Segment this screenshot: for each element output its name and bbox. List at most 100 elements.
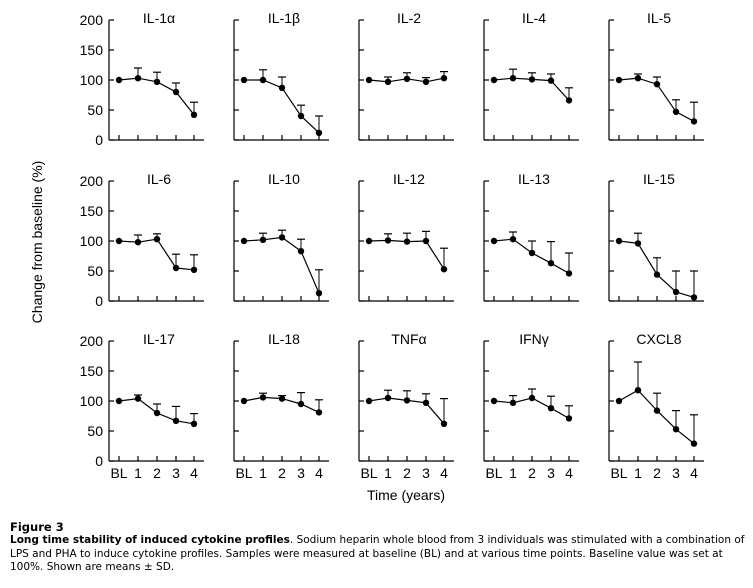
data-point [384, 394, 392, 402]
data-point [115, 397, 123, 405]
data-point [528, 249, 536, 257]
data-point [190, 420, 198, 427]
data-point [297, 112, 305, 120]
data-point [634, 387, 642, 394]
data-point [653, 271, 661, 278]
x-tick-label: 2 [278, 465, 286, 481]
data-point [547, 260, 555, 267]
data-point [403, 238, 411, 245]
x-tick-label: BL [485, 465, 502, 481]
panel-title: IL-17 [143, 331, 175, 347]
data-point [278, 395, 286, 402]
data-point [172, 264, 180, 272]
y-tick-label: 200 [80, 333, 104, 349]
data-point [634, 75, 642, 82]
data-point [565, 415, 573, 422]
data-point [422, 237, 430, 245]
panel-title: IL-13 [518, 171, 550, 187]
figure-label: Figure 3 [10, 520, 64, 534]
data-point [690, 118, 698, 125]
panel-title: TNFα [391, 331, 426, 347]
data-point [403, 397, 411, 404]
x-tick-label: 4 [315, 465, 323, 481]
data-point [615, 397, 623, 405]
data-point [547, 77, 555, 84]
x-tick-label: 4 [565, 465, 573, 481]
y-tick-label: 200 [80, 173, 104, 189]
data-point [634, 240, 642, 247]
x-tick-label: 4 [440, 465, 448, 481]
data-point [153, 236, 161, 243]
data-point [615, 237, 623, 245]
data-point [134, 395, 142, 402]
data-point [153, 409, 161, 417]
y-tick-label: 150 [80, 203, 104, 219]
data-point [115, 76, 123, 84]
panel-title: IL-1β [268, 10, 300, 26]
panel-title: IL-5 [647, 10, 671, 26]
data-point [278, 84, 286, 92]
caption-body: . Sodium heparin whole blood from 3 indi… [10, 534, 745, 574]
data-point [153, 78, 161, 86]
data-point [440, 75, 448, 82]
data-point [440, 266, 448, 273]
x-tick-label: 2 [653, 465, 661, 481]
data-point [297, 248, 305, 255]
data-point [653, 407, 661, 414]
series-line [243, 236, 320, 294]
data-point [547, 405, 555, 412]
x-tick-label: 1 [634, 465, 642, 481]
y-axis-label: Change from baseline (%) [29, 161, 45, 324]
data-point [403, 75, 411, 83]
x-axis-label: Time (years) [367, 487, 445, 503]
data-point [422, 399, 430, 406]
data-point [653, 81, 661, 88]
data-point [259, 394, 267, 401]
panel-title: IL-1α [143, 10, 175, 26]
y-tick-label: 200 [80, 12, 104, 28]
x-tick-label: 2 [528, 465, 536, 481]
panel-title: CXCL8 [636, 331, 681, 347]
data-point [509, 399, 517, 406]
data-point [240, 76, 248, 84]
caption-title: Long time stability of induced cytokine … [10, 534, 290, 547]
x-tick-label: BL [110, 465, 127, 481]
x-tick-label: 4 [690, 465, 698, 481]
data-point [690, 440, 698, 447]
x-tick-label: 3 [547, 465, 555, 481]
y-tick-label: 0 [95, 453, 103, 469]
data-point [384, 237, 392, 244]
data-point [509, 75, 517, 82]
y-tick-label: 0 [95, 293, 103, 309]
data-point [528, 76, 536, 83]
x-tick-label: 2 [403, 465, 411, 481]
x-tick-label: 3 [422, 465, 430, 481]
data-point [565, 97, 573, 104]
y-tick-label: 50 [87, 423, 103, 439]
x-tick-label: 3 [172, 465, 180, 481]
x-tick-label: 3 [672, 465, 680, 481]
data-point [278, 234, 286, 241]
y-tick-label: 100 [80, 233, 104, 249]
data-point [115, 237, 123, 245]
data-point [297, 400, 305, 408]
data-point [315, 129, 323, 136]
data-point [565, 270, 573, 277]
y-tick-label: 0 [95, 132, 103, 148]
data-point [240, 397, 248, 405]
y-tick-label: 100 [80, 393, 104, 409]
x-tick-label: 2 [153, 465, 161, 481]
figure-caption: Figure 3 Long time stability of induced … [10, 520, 745, 575]
data-point [259, 76, 267, 84]
data-point [440, 420, 448, 427]
x-tick-label: 1 [259, 465, 267, 481]
data-point [259, 236, 267, 243]
data-point [315, 409, 323, 416]
panel-title: IL-15 [643, 171, 675, 187]
data-point [190, 111, 198, 119]
data-point [690, 294, 698, 301]
x-tick-label: 3 [297, 465, 305, 481]
y-tick-label: 50 [87, 102, 103, 118]
data-point [134, 239, 142, 246]
